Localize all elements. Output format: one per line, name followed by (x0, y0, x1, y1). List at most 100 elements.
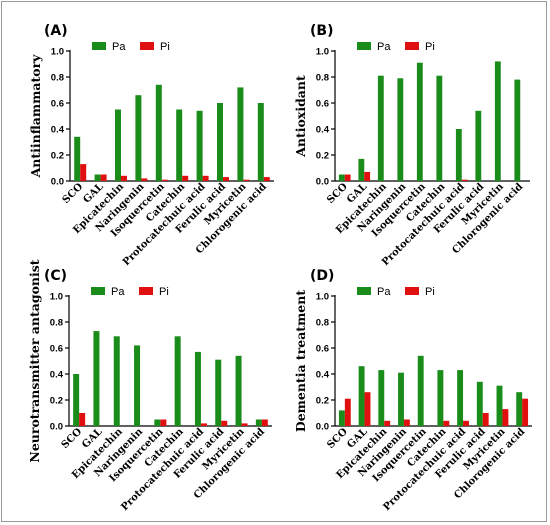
panel-3-legend-pi: Pi (159, 286, 169, 298)
panel-1-legend-swatch-pi (140, 42, 154, 50)
panel-4-bar-pa (457, 370, 464, 426)
panel-4-ytick-label: 0.6 (316, 344, 329, 355)
panel-3-xtick-label: SCO (60, 426, 85, 451)
panel-2-bar-pi (344, 174, 351, 181)
panel-1-bar-pi (243, 179, 250, 181)
panel-3-label: (C) (44, 268, 67, 284)
panel-1-bar-pa (176, 109, 183, 181)
panel-4-ytick-label: 0.4 (316, 370, 330, 381)
panel-2-bar-pa (514, 79, 521, 181)
panel-3-bar-pa (93, 331, 100, 426)
panel-4-legend-pi: Pi (425, 286, 435, 298)
panel-2-bar-pa (436, 75, 443, 181)
panel-2-legend-pa: Pa (377, 41, 391, 53)
panel-4-label: (D) (310, 268, 334, 284)
panel-4-legend-swatch-pa (357, 287, 371, 295)
panel-4-ylabel: Dementia treatment (293, 290, 308, 432)
panel-3-ytick-label: 0.6 (50, 344, 63, 355)
panel-4-bar-pi (522, 398, 529, 426)
panel-1-bar-pa (94, 174, 101, 181)
panel-2-ytick-label: 0.6 (316, 99, 329, 110)
panel-1-bar-pa (74, 136, 81, 181)
panel-1-bar-pi (263, 177, 270, 181)
panel-1-bar-pa (135, 95, 142, 181)
panel-4-legend-swatch-pi (405, 287, 419, 295)
panel-3-bar-pa (154, 419, 161, 426)
panel-2-bar-pi (364, 171, 371, 181)
panel-3-bar-pa (215, 359, 222, 426)
panel-3-bar-pa (73, 374, 80, 426)
panel-1-bar-pi (223, 177, 229, 181)
panel-3-bar-pa (174, 336, 181, 426)
panel-3-ytick-label: 0.8 (50, 318, 63, 329)
panel-1-legend-pi: Pi (160, 41, 170, 53)
panel-3-ylabel: Neurotransmitter antagonist (27, 259, 42, 462)
panel-4-bar-pi (443, 420, 450, 426)
panel-2-ytick-label: 0.4 (316, 125, 330, 136)
panel-2-ytick-label: 0.2 (316, 151, 329, 162)
panel-1-legend-swatch-pa (92, 42, 106, 50)
panel-1-bar-pa (217, 103, 223, 181)
panel-1-bar-pa (237, 87, 244, 181)
panel-4-bar-pa (496, 385, 503, 426)
panel-1-legend-pa: Pa (112, 41, 126, 53)
panel-3-ytick-label: 0.0 (50, 422, 63, 433)
panel-2-ytick-label: 0.0 (316, 177, 329, 188)
panel-4-bar-pa (417, 355, 424, 426)
panel-3-bar-pa (113, 336, 120, 426)
panel-4-bar-pa (516, 392, 523, 426)
panel-1-bar-pa (196, 110, 203, 181)
panel-3-bar-pi (200, 423, 207, 426)
panel-2-ytick-label: 1.0 (316, 47, 329, 58)
panel-2-legend-swatch-pa (357, 42, 371, 50)
panel-3-ytick-label: 0.2 (50, 396, 63, 407)
panel-4-bar-pa (358, 366, 365, 426)
panel-1-ytick-label: 0.4 (51, 125, 65, 136)
panel-1-xtick-label: SCO (61, 181, 86, 206)
panel-3-legend-swatch-pa (91, 287, 105, 295)
panel-2-bar-pa (494, 61, 501, 181)
panel-4-bar-pi (502, 409, 509, 426)
panel-4-bar-pi (403, 419, 410, 426)
panel-2-legend-swatch-pi (405, 42, 419, 50)
panel-3-ytick-label: 1.0 (50, 292, 63, 303)
panel-4-bar-pi (482, 413, 489, 426)
panel-1-bar-pa (155, 84, 162, 181)
panel-2-legend-pi: Pi (425, 41, 435, 53)
panel-1-label: (A) (44, 23, 68, 39)
panel-1-ytick-label: 0.0 (51, 177, 64, 188)
panel-3-bar-pi (221, 420, 228, 426)
panel-1-bar-pi (121, 175, 127, 181)
panel-4-ytick-label: 0.0 (316, 422, 329, 433)
panel-1-ytick-label: 0.8 (51, 73, 64, 84)
panel-4-ytick-label: 0.8 (316, 318, 329, 329)
panel-2-bar-pi (461, 179, 468, 181)
panel-2-bar-pa (455, 129, 462, 181)
panel-4-bar-pa (378, 370, 385, 426)
panel-3-bar-pi (241, 423, 248, 426)
panel-1-bar-pi (202, 175, 209, 181)
panel-3-ytick-label: 0.4 (50, 370, 64, 381)
panel-2-bar-pa (475, 110, 482, 181)
panel-3-bar-pa (255, 419, 262, 426)
panel-1-ytick-label: 0.2 (51, 151, 64, 162)
panel-2-bar-pa (338, 174, 345, 181)
panel-1-bar-pi (161, 179, 168, 181)
panel-2-ytick-label: 0.8 (316, 73, 329, 84)
panel-4-bar-pi (364, 392, 371, 426)
panel-4-bar-pi (384, 420, 391, 426)
panel-1-bar-pa (115, 109, 121, 181)
panel-1-bar-pi (100, 174, 107, 181)
panel-2-bar-pa (397, 78, 404, 181)
panel-4-bar-pi (463, 420, 469, 426)
panel-2-bar-pa (377, 75, 384, 181)
panel-2-ylabel: Antioxidant (293, 75, 308, 158)
panel-2-bar-pa (416, 62, 423, 182)
panel-4-bar-pa (476, 381, 483, 426)
panel-4-legend-pa: Pa (377, 286, 391, 298)
panel-1-ytick-label: 0.6 (51, 99, 64, 110)
panel-3-legend-pa: Pa (111, 286, 125, 298)
panel-3-bar-pa (194, 351, 201, 426)
